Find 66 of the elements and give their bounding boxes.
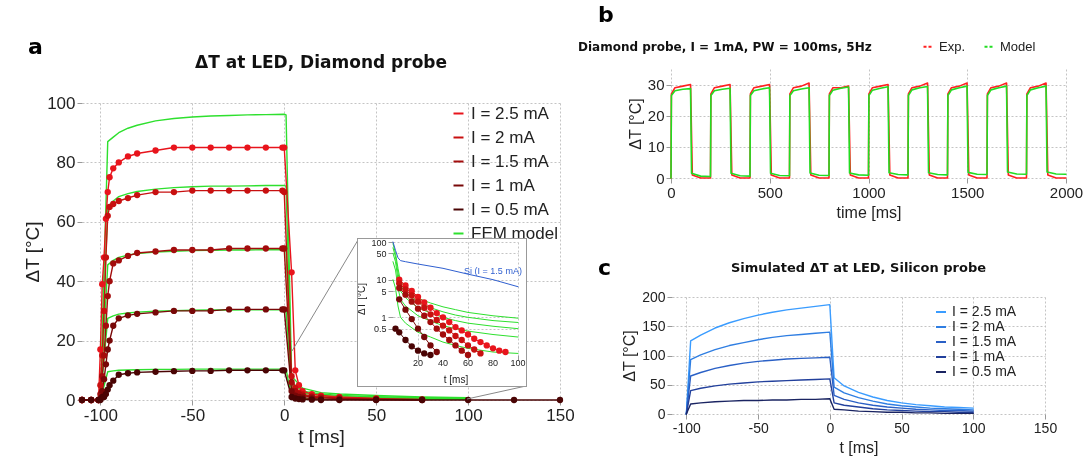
x-tick-label: 60 bbox=[462, 358, 474, 368]
x-tick-label: 1000 bbox=[852, 183, 886, 201]
x-tick-label: 1500 bbox=[951, 183, 985, 201]
y-tick-label: 1 bbox=[381, 312, 387, 323]
chart-title: Simulated ΔT at LED, Silicon probe bbox=[730, 260, 987, 275]
legend-label: I = 0.5 mA bbox=[952, 363, 1017, 379]
legend-label: I = 2.5 mA bbox=[952, 303, 1017, 319]
x-tick-label: 150 bbox=[1033, 419, 1058, 436]
x-tick-label: 100 bbox=[962, 419, 986, 436]
series-label: Si (I = 1.5 mA) bbox=[464, 265, 522, 276]
y-tick-label: 60 bbox=[56, 212, 76, 232]
x-axis-title: t [ms] bbox=[298, 425, 345, 447]
y-tick-label: 100 bbox=[47, 93, 76, 113]
text: c bbox=[598, 255, 612, 280]
chart-title: ΔT at LED, Diamond probe bbox=[194, 52, 448, 72]
y-tick-label: 30 bbox=[647, 76, 665, 94]
legend-label: I = 2 mA bbox=[952, 318, 1006, 334]
y-tick-label: 20 bbox=[647, 107, 665, 125]
legend-label: I = 1.5 mA bbox=[952, 333, 1017, 349]
legend-label: I = 1 mA bbox=[471, 175, 536, 195]
x-tick-label: 2000 bbox=[1049, 183, 1084, 201]
y-tick-label: 10 bbox=[376, 275, 387, 286]
y-tick-label: 10 bbox=[647, 138, 665, 156]
x-tick-label: 50 bbox=[894, 419, 911, 436]
y-tick-label: 5 bbox=[381, 286, 387, 297]
legend-label: I = 2 mA bbox=[471, 127, 536, 147]
y-axis-title: ΔT [°C] bbox=[356, 282, 368, 316]
x-tick-label: 0 bbox=[280, 405, 290, 425]
y-tick-label: 50 bbox=[649, 376, 666, 393]
x-tick-label: -50 bbox=[180, 405, 206, 425]
y-tick-label: 50 bbox=[376, 248, 387, 259]
x-tick-label: -100 bbox=[83, 405, 118, 425]
text: b bbox=[598, 2, 614, 27]
text: a bbox=[28, 34, 43, 59]
y-tick-label: 40 bbox=[56, 271, 76, 291]
x-tick-label: 150 bbox=[546, 405, 575, 425]
y-tick-label: 80 bbox=[56, 152, 76, 172]
legend-label: Model bbox=[1000, 38, 1036, 54]
y-tick-label: 100 bbox=[371, 237, 387, 248]
x-axis-title: t [ms] bbox=[443, 374, 469, 385]
legend-label: I = 0.5 mA bbox=[471, 199, 550, 219]
x-tick-label: -50 bbox=[748, 419, 769, 436]
x-tick-label: 40 bbox=[437, 358, 449, 368]
x-axis-title: time [ms] bbox=[836, 203, 902, 221]
chart-title: Diamond probe, I = 1mA, PW = 100ms, 5Hz bbox=[578, 40, 872, 54]
y-axis-title: ΔT [°C] bbox=[626, 98, 644, 150]
x-tick-label: 20 bbox=[412, 358, 424, 368]
y-tick-label: 0 bbox=[656, 169, 665, 187]
x-axis-title: t [ms] bbox=[839, 438, 879, 456]
legend-label: I = 1 mA bbox=[952, 348, 1006, 364]
x-tick-label: 100 bbox=[510, 358, 526, 368]
x-tick-label: -100 bbox=[672, 419, 702, 436]
y-tick-label: 0 bbox=[66, 390, 76, 410]
y-tick-label: 20 bbox=[56, 331, 76, 351]
legend-label: I = 1.5 mA bbox=[471, 151, 550, 171]
y-axis-title: ΔT [°C] bbox=[621, 330, 639, 382]
y-tick-label: 150 bbox=[642, 317, 666, 334]
x-tick-label: 80 bbox=[487, 358, 499, 368]
x-tick-label: 0 bbox=[826, 419, 835, 436]
legend-label: Exp. bbox=[939, 38, 966, 54]
y-axis-title: ΔT [°C] bbox=[22, 221, 44, 283]
x-tick-label: 500 bbox=[757, 183, 783, 201]
y-tick-label: 0.5 bbox=[373, 324, 387, 335]
x-tick-label: 100 bbox=[454, 405, 483, 425]
y-tick-label: 200 bbox=[642, 288, 666, 305]
legend-label: I = 2.5 mA bbox=[471, 103, 550, 123]
